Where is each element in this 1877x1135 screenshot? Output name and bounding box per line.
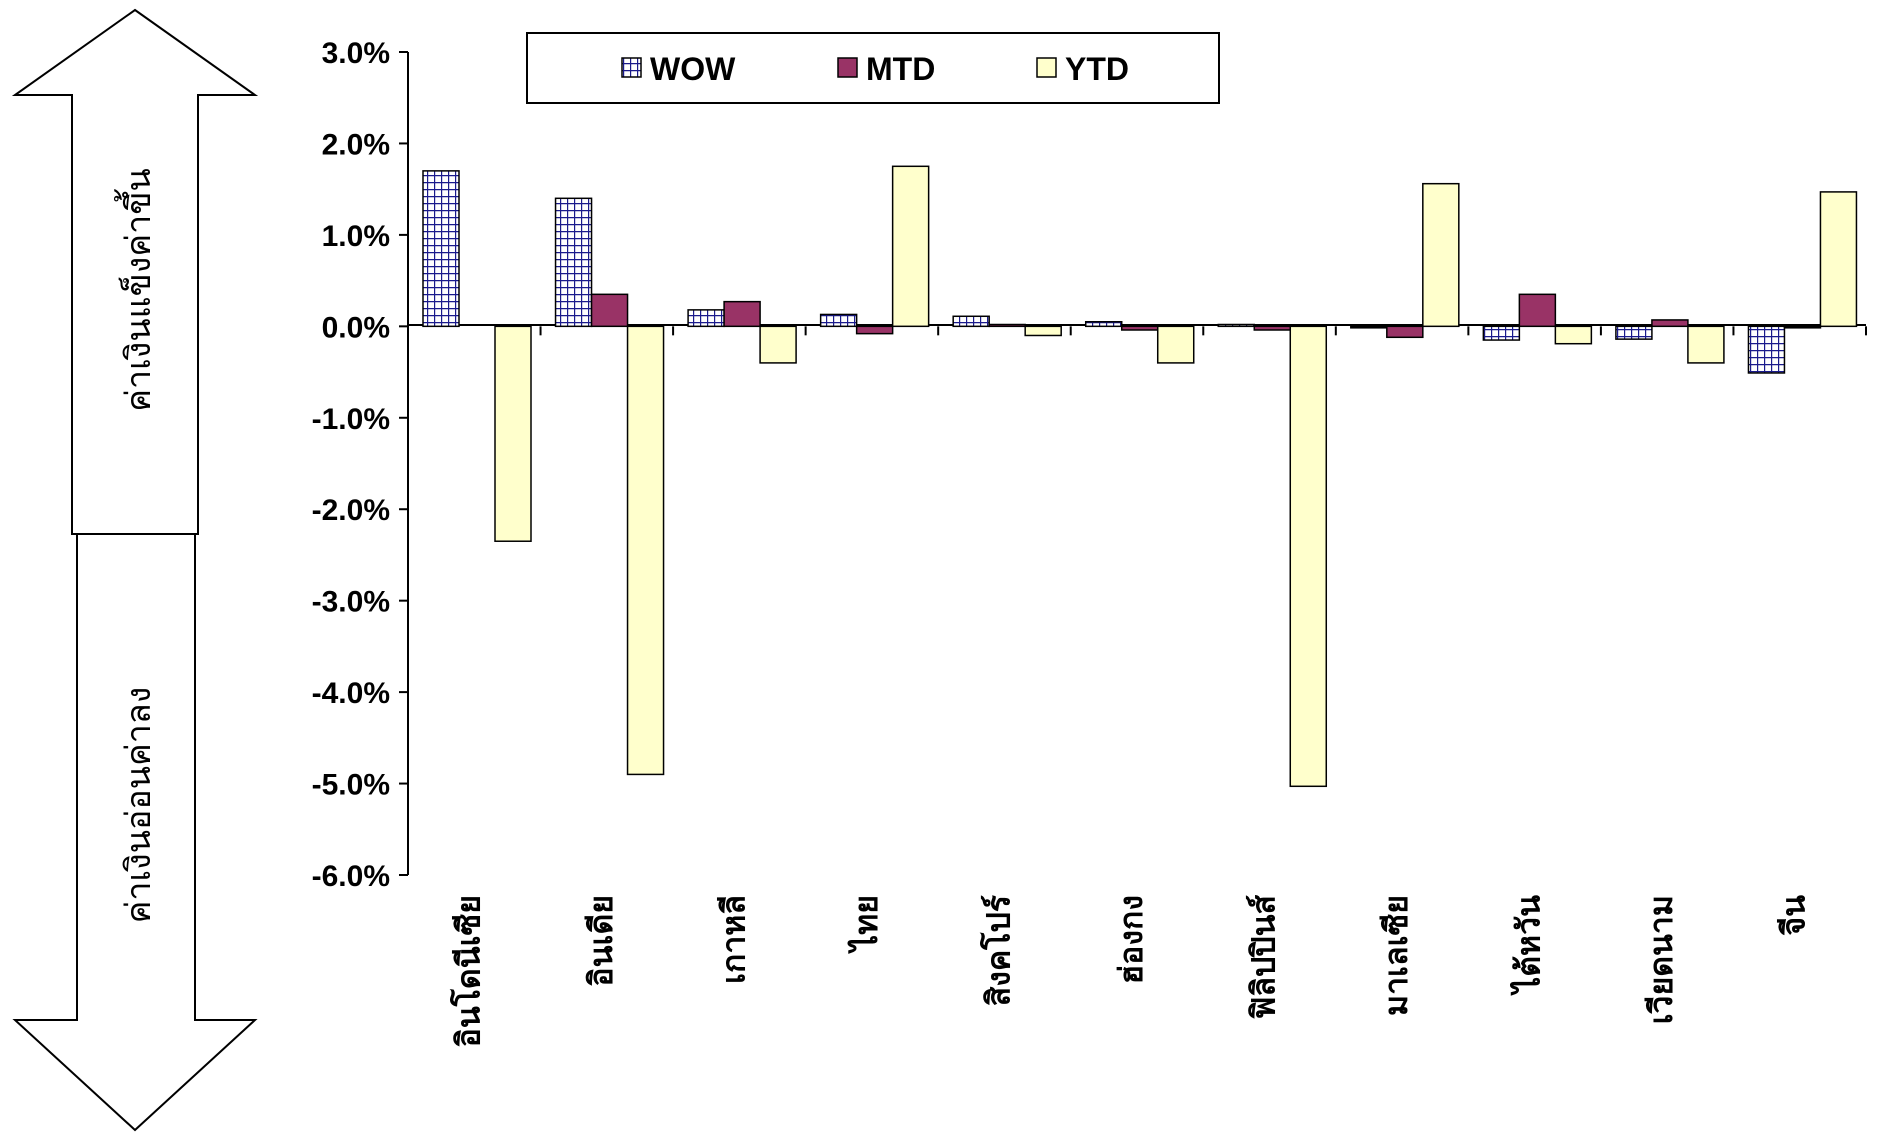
down-label: ค่าเงินอ่อนค่าลง (120, 687, 158, 924)
bars (422, 165, 1858, 788)
bar-ytd (1422, 182, 1460, 328)
category-label: จีน (1776, 895, 1812, 936)
bar-mtd (1783, 325, 1822, 329)
bar-wow (952, 315, 990, 328)
bar-wow (554, 197, 593, 328)
legend-swatch-ytd (1036, 57, 1057, 78)
category-label: ไทย (847, 895, 884, 954)
bar-ytd (494, 325, 532, 542)
y-axis-ticks: 3.0% 2.0% 1.0% 0.0% -1.0% -2.0% -3.0% -4.0% -5.0… (312, 37, 408, 893)
down-arrow-shape (12, 533, 258, 1132)
y-tick-label: 3.0% (322, 37, 390, 70)
bar-mtd (590, 293, 629, 328)
bar-ytd (626, 325, 665, 776)
category-label: เวียดนาม (1643, 895, 1679, 1024)
category-labels: อินโดนีเซีย อินเดีย เกาหลี ไทย สิงคโปร์ ฮ่องก… (449, 895, 1811, 1048)
bar-mtd (855, 325, 894, 335)
bar-ytd (1289, 325, 1328, 788)
y-tick-label: -6.0% (312, 860, 390, 893)
y-tick-label: 2.0% (322, 128, 390, 161)
bar-ytd (1156, 325, 1195, 364)
category-label: อินโดนีเซีย (449, 895, 486, 1047)
legend-label-ytd: YTD (1065, 51, 1129, 87)
bar-wow (1482, 325, 1521, 341)
category-label: มาเลเซีย (1378, 895, 1414, 1016)
bar-ytd (1024, 325, 1062, 337)
bar-mtd (1120, 325, 1159, 331)
y-tick-label: -5.0% (312, 769, 390, 802)
y-tick-label: -3.0% (312, 586, 390, 619)
up-label: ค่าเงินแข็งค่าขึ้น (114, 168, 158, 411)
bar-wow (819, 313, 858, 328)
bar-ytd (891, 165, 930, 328)
legend-swatch-wow (621, 57, 642, 78)
category-label: อินเดีย (583, 895, 619, 987)
bar-ytd (1554, 325, 1593, 345)
bar-wow (1747, 325, 1786, 374)
bar-wow (1217, 323, 1256, 328)
category-label: สิงคโปร์ (979, 895, 1016, 1006)
y-tick-label: -4.0% (312, 677, 390, 710)
bar-wow (1615, 325, 1653, 340)
legend-label-mtd: MTD (866, 51, 935, 87)
bar-ytd (1687, 325, 1725, 364)
direction-arrow: ค่าเงินแข็งค่าขึ้น ค่าเงินอ่อนค่าลง (11, 8, 259, 1132)
legend-label-wow: WOW (650, 51, 736, 87)
y-tick-label: 1.0% (322, 220, 390, 253)
legend-swatch-mtd (837, 57, 858, 78)
bar-wow (422, 170, 460, 328)
bar-wow (1350, 325, 1388, 329)
category-label: ไต้หวัน (1510, 895, 1547, 996)
bar-mtd (1253, 325, 1292, 331)
bar-mtd (988, 323, 1026, 328)
y-tick-label: -2.0% (312, 494, 390, 527)
bar-mtd (1651, 319, 1689, 328)
legend-box (526, 32, 1220, 104)
y-tick-label: -1.0% (312, 403, 390, 436)
y-tick-label: 0.0% (322, 311, 390, 344)
bar-mtd (723, 300, 761, 328)
bar-wow (1084, 321, 1123, 328)
bar-ytd (1819, 191, 1858, 328)
legend: WOW MTD YTD (526, 32, 1220, 104)
x-axis-ticks (539, 326, 1867, 336)
category-label: ฮ่องกง (1113, 895, 1149, 984)
bar-mtd (1518, 293, 1557, 328)
bar-wow (687, 309, 725, 328)
category-label: เกาหลี (715, 895, 751, 984)
bar-ytd (759, 325, 797, 364)
bar-mtd (1386, 325, 1424, 339)
category-label: ฟิลิปปินส์ (1246, 895, 1282, 1020)
